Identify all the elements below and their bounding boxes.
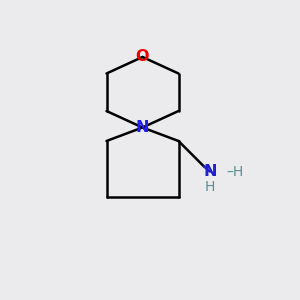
Text: H: H <box>205 180 215 194</box>
Text: N: N <box>203 164 217 179</box>
Text: N: N <box>136 120 149 135</box>
Text: –H: –H <box>226 165 244 178</box>
Text: O: O <box>136 50 149 64</box>
